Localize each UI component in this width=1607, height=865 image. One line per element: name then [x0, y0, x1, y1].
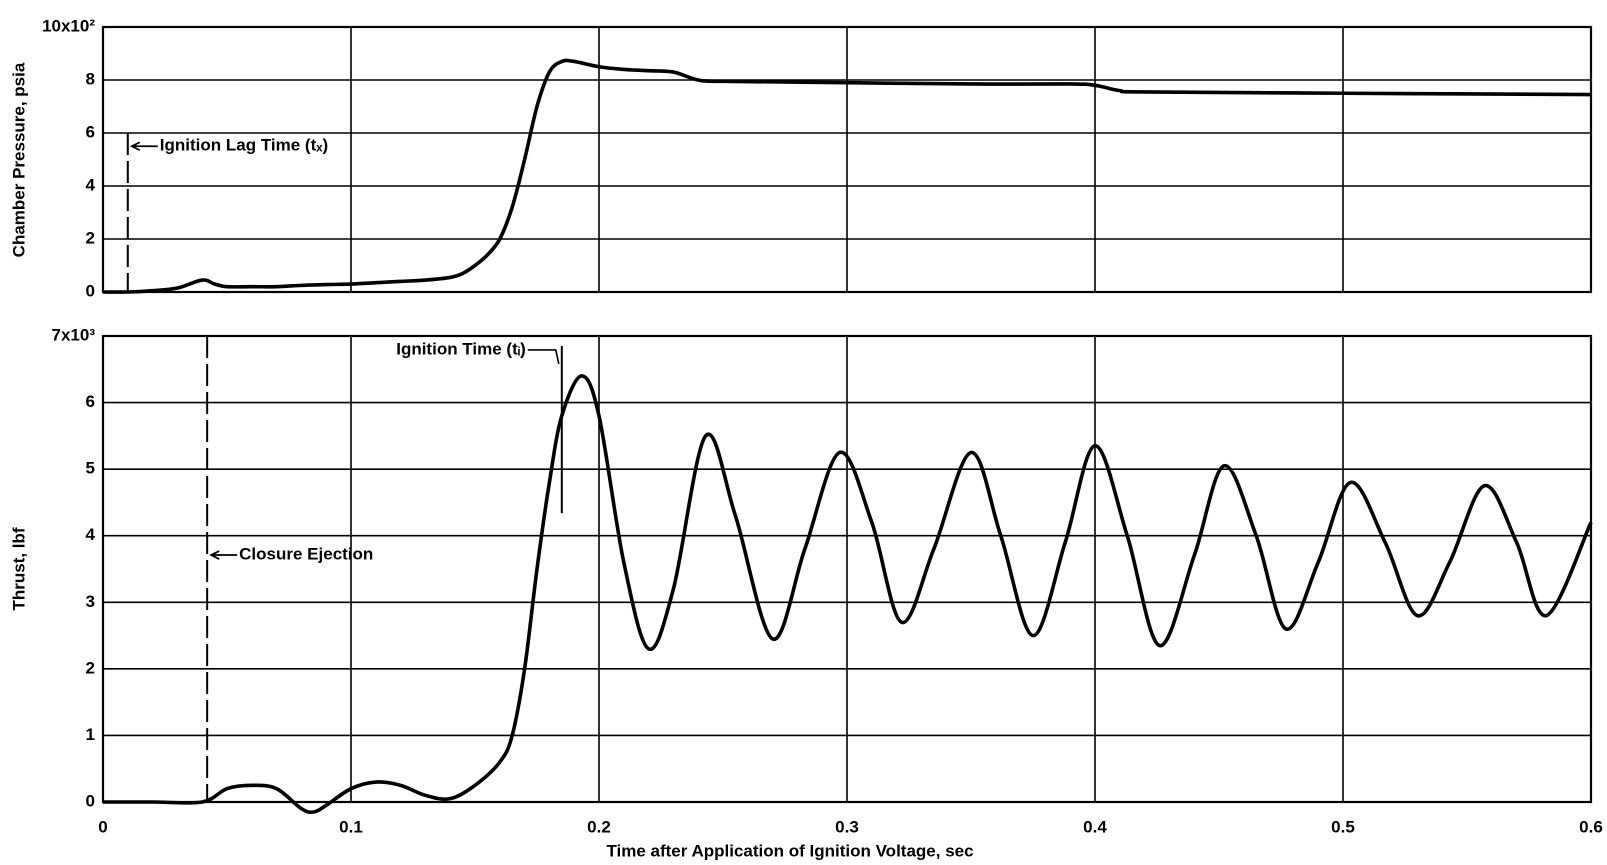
y-tick-label: 2: [86, 228, 95, 247]
x-tick-label: 0.2: [587, 817, 611, 836]
y-tick-label: 4: [86, 175, 96, 194]
data-line: [103, 374, 1593, 815]
y-tick-label: 4: [86, 525, 96, 544]
annotation-arrow: [129, 141, 158, 152]
y-axis-label: Thrust, lbf: [9, 527, 28, 610]
y-tick-label: 2: [86, 658, 95, 677]
y-tick-label: 1: [86, 725, 95, 744]
annotation: Ignition Time (tᵢ): [396, 339, 526, 358]
x-tick-label: 0.1: [339, 817, 363, 836]
y-tick-label: 7x10³: [52, 325, 96, 344]
annotation: Ignition Lag Time (tₓ): [160, 136, 328, 155]
x-tick-label: 0.6: [1579, 817, 1603, 836]
annotation-arrow: [527, 349, 560, 365]
x-tick-label: 0.3: [835, 817, 859, 836]
y-tick-label: 3: [86, 592, 95, 611]
x-tick-label: 0: [98, 817, 107, 836]
y-tick-label: 6: [86, 122, 95, 141]
y-tick-label: 0: [86, 791, 95, 810]
y-tick-label: 5: [86, 459, 95, 478]
x-tick-label: 0.5: [1331, 817, 1355, 836]
y-tick-label: 6: [86, 392, 95, 411]
x-axis-label: Time after Application of Ignition Volta…: [606, 841, 973, 860]
x-tick-label: 0.4: [1083, 817, 1107, 836]
y-tick-label: 0: [86, 281, 95, 300]
annotation: Closure Ejection: [239, 545, 373, 564]
annotation-arrow: [209, 550, 238, 560]
y-axis-label: Chamber Pressure, psia: [9, 62, 28, 257]
data-line: [102, 58, 1592, 294]
y-tick-label: 8: [86, 69, 95, 88]
y-tick-label: 10x10²: [42, 16, 95, 35]
